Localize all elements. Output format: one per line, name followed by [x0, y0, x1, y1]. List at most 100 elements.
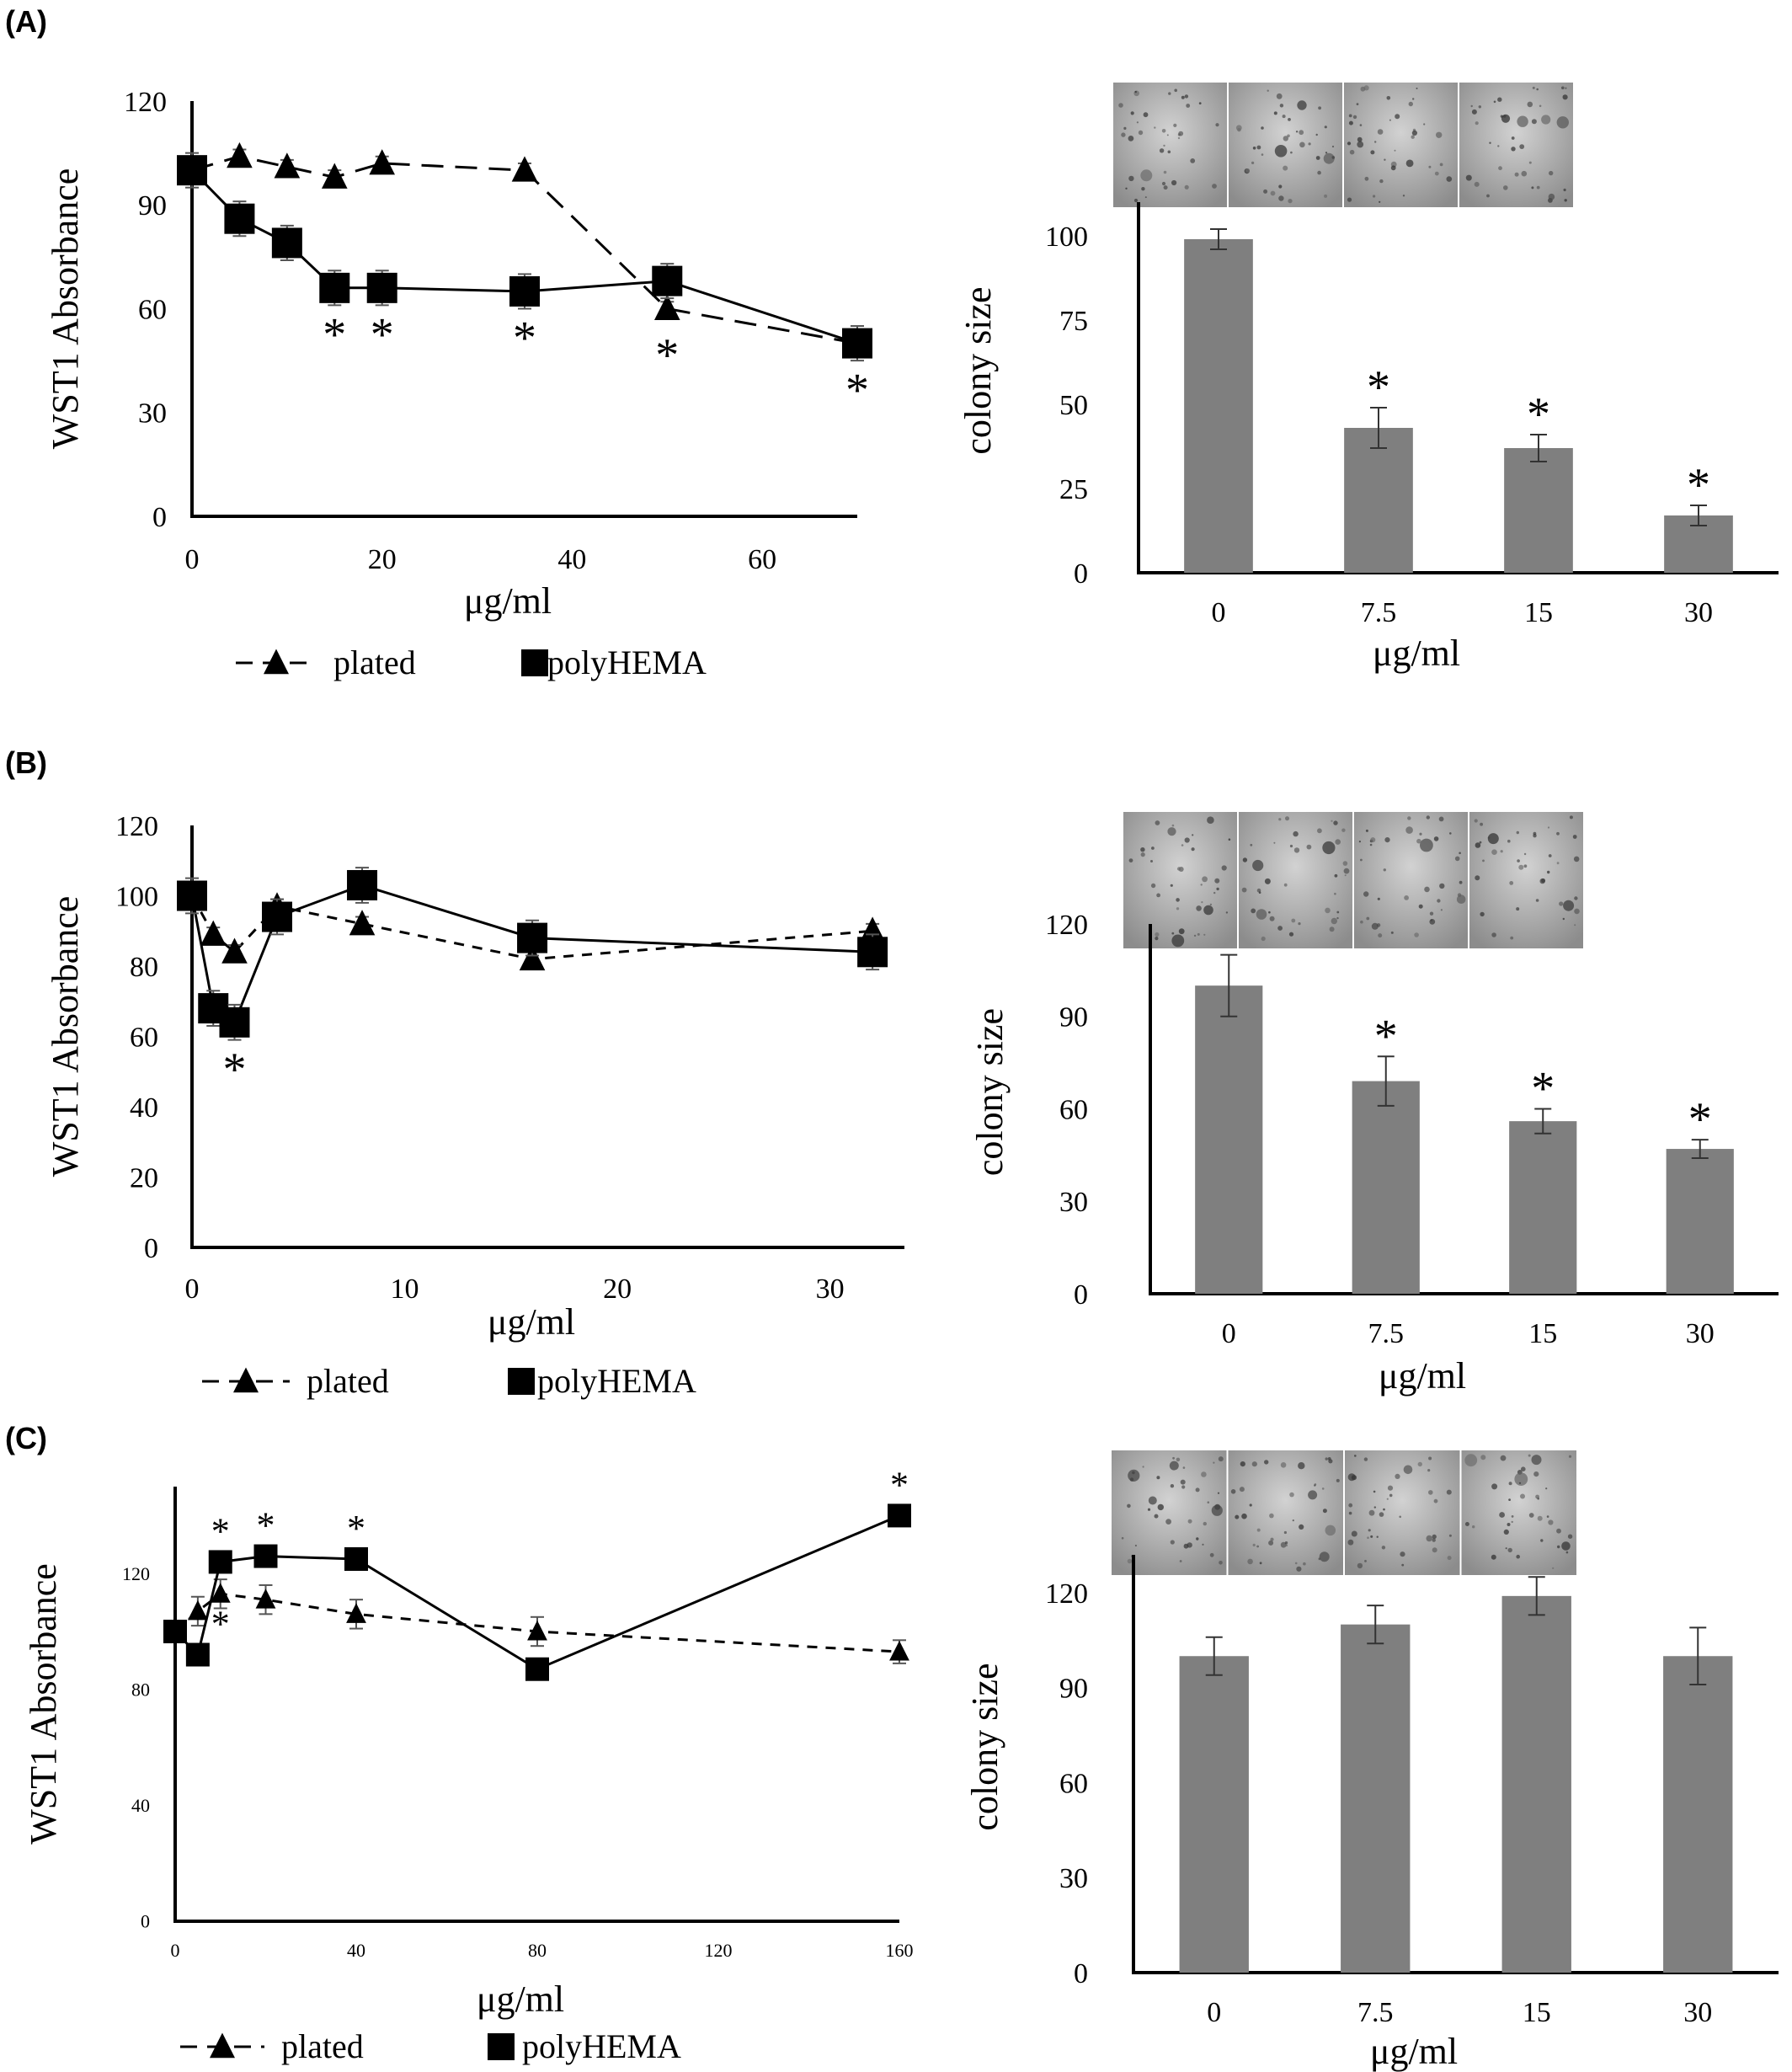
y-tick-label: 120	[122, 1563, 150, 1584]
colony-spot	[1143, 112, 1149, 118]
colony-spot	[1123, 126, 1127, 130]
colony-spot	[1474, 181, 1480, 187]
colony-spot	[1370, 150, 1375, 155]
marker-triangle	[369, 149, 396, 175]
colony-spot	[1325, 152, 1328, 154]
legend-label: plated	[281, 2027, 364, 2065]
colony-spot	[1528, 1513, 1534, 1518]
colony-spot	[1273, 111, 1277, 115]
bar	[1504, 448, 1573, 573]
colony-spot	[1251, 161, 1255, 164]
colony-spot	[1130, 111, 1134, 115]
colony-spot	[1178, 928, 1185, 935]
colony-spot	[1523, 864, 1528, 868]
colony-spot	[1394, 149, 1396, 152]
x-tick-label: 15	[1524, 597, 1553, 628]
colony-spot	[1404, 895, 1409, 900]
legend-item-plated: plated	[180, 2027, 364, 2065]
colony-spot	[1218, 1456, 1224, 1462]
marker-triangle	[511, 156, 538, 182]
colony-spot	[1347, 142, 1352, 146]
colony-spot	[1280, 1462, 1287, 1468]
colony-spot	[1511, 1520, 1513, 1524]
marker-triangle	[187, 1599, 208, 1621]
colony-spot	[1155, 820, 1160, 825]
bar-group: 0	[1184, 228, 1253, 628]
colony-spot	[1207, 816, 1214, 824]
y-tick-label: 60	[130, 1022, 158, 1053]
colony-spot	[1278, 818, 1282, 821]
colony-spot	[1400, 1551, 1405, 1557]
colony-spot	[1176, 898, 1180, 902]
micrograph-strip	[1112, 1450, 1576, 1575]
colony-spot	[1411, 130, 1417, 136]
colony-spot	[1537, 1515, 1543, 1521]
colony-spot	[1328, 1459, 1333, 1464]
colony-spot	[1511, 147, 1516, 152]
colony-spot	[1364, 176, 1369, 181]
colony-spot	[1324, 125, 1327, 129]
colony-spot	[1432, 1534, 1437, 1540]
colony-spot	[1491, 1483, 1498, 1490]
colony-spot	[1171, 934, 1185, 948]
x-tick-label: 0	[1212, 597, 1226, 628]
x-tick-label: 120	[705, 1940, 733, 1961]
colony-spot	[1547, 826, 1550, 829]
colony-spot	[1489, 142, 1491, 144]
colony-spot	[1128, 136, 1134, 142]
colony-spot	[1150, 860, 1153, 862]
colony-spot	[1559, 901, 1564, 906]
colony-spot	[1464, 1454, 1478, 1467]
significance-star: *	[347, 1508, 365, 1549]
y-tick-label: 80	[130, 952, 158, 983]
colony-spot	[1128, 175, 1134, 182]
marker-triangle	[255, 1589, 276, 1609]
colony-spot	[1540, 1539, 1544, 1542]
marker-triangle	[200, 920, 227, 946]
colony-spot	[1303, 1562, 1306, 1566]
x-tick-label: 160	[886, 1940, 914, 1961]
colony-spot	[1323, 152, 1335, 164]
colony-spot	[1446, 176, 1453, 182]
x-tick-label: 15	[1523, 1997, 1551, 2028]
colony-spot	[1181, 844, 1184, 846]
colony-spot	[1508, 1482, 1512, 1486]
chart-c-bar: 0 30 60 90 120 0 7.5 15 30 μg/ml colony size	[964, 1555, 1779, 2072]
y-axis-label: WST1 Absorbance	[45, 168, 86, 450]
y-tick-label: 60	[1059, 1094, 1088, 1125]
colony-spot	[1288, 199, 1293, 204]
colony-spot	[1439, 163, 1443, 167]
colony-spot	[1128, 858, 1133, 862]
colony-spot	[1159, 148, 1165, 153]
colony-spot	[1516, 907, 1520, 911]
colony-spot	[1501, 114, 1511, 123]
colony-spot	[1331, 145, 1335, 148]
colony-spot	[1306, 844, 1312, 850]
colony-spot	[1331, 156, 1336, 159]
colony-spot	[1156, 893, 1160, 898]
y-tick-label: 0	[1074, 1279, 1088, 1311]
y-tick-label: 40	[131, 1795, 150, 1816]
colony-spot	[1480, 911, 1485, 917]
x-axis-label: μg/ml	[477, 1979, 564, 2020]
colony-spot	[1267, 89, 1269, 92]
bar-group: * 30	[1666, 1093, 1734, 1349]
colony-spot	[1405, 159, 1414, 168]
marker-square	[224, 203, 255, 234]
colony-spot	[1252, 147, 1256, 150]
colony-spot	[1256, 909, 1267, 920]
colony-spot	[1344, 874, 1347, 877]
colony-spot	[1359, 124, 1363, 126]
marker-square	[271, 227, 302, 259]
x-tick-label: 0	[1222, 1318, 1236, 1349]
colony-spot	[1278, 195, 1284, 201]
colony-spot	[1213, 1461, 1215, 1464]
colony-spot	[1186, 104, 1191, 108]
colony-spot	[1343, 868, 1350, 874]
colony-spot	[1184, 184, 1189, 190]
colony-spot	[1197, 932, 1200, 936]
colony-spot	[1136, 121, 1139, 124]
colony-spot	[1325, 1525, 1336, 1536]
colony-spot	[1261, 126, 1264, 130]
colony-spot	[1556, 116, 1570, 129]
